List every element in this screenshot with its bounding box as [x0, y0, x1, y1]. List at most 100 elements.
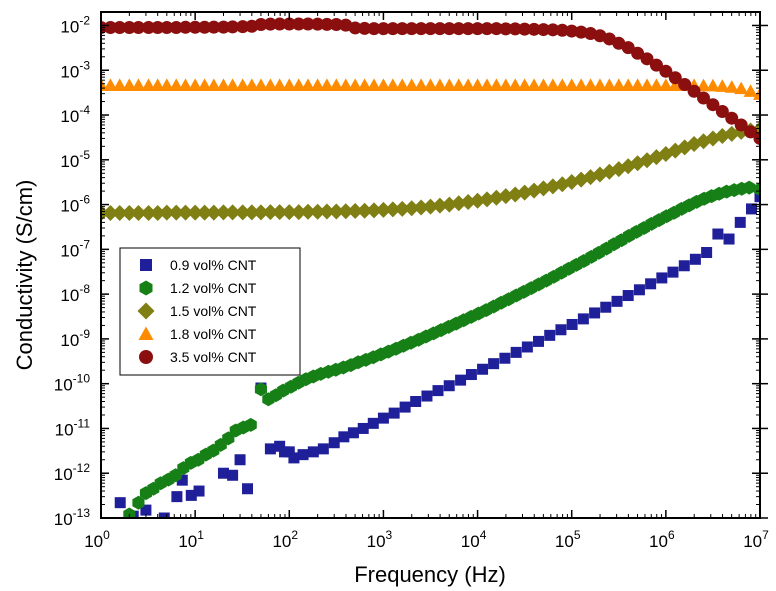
data-point — [290, 204, 307, 221]
data-point — [621, 78, 636, 91]
data-point — [122, 78, 137, 91]
legend-label: 0.9 vol% CNT — [170, 257, 257, 273]
data-point — [217, 467, 229, 479]
data-point — [301, 17, 315, 31]
data-point — [206, 78, 221, 91]
data-point — [235, 78, 250, 91]
data-point — [159, 78, 174, 91]
y-tick-label: 10-6 — [60, 193, 90, 216]
data-point — [103, 21, 117, 35]
data-point — [288, 452, 300, 464]
data-point — [131, 21, 145, 35]
data-point — [225, 78, 240, 91]
data-point — [745, 203, 757, 215]
data-point — [479, 78, 494, 91]
y-tick-exponent: -13 — [73, 506, 91, 520]
data-point — [253, 78, 268, 91]
data-point — [443, 380, 455, 392]
data-point — [545, 78, 560, 91]
data-point — [112, 78, 127, 91]
legend-label: 1.2 vol% CNT — [170, 280, 257, 296]
data-point — [151, 21, 165, 35]
y-tick-exponent: -4 — [79, 103, 90, 117]
data-point — [564, 78, 579, 91]
data-point — [252, 204, 269, 221]
y-tick-label: 10-8 — [60, 282, 90, 305]
data-point — [734, 81, 749, 95]
data-point — [450, 195, 467, 212]
data-point — [706, 98, 720, 112]
data-point — [263, 17, 277, 31]
y-tick-exponent: -2 — [79, 13, 90, 27]
data-point — [188, 78, 203, 91]
y-tick-base: 10 — [60, 62, 79, 81]
data-point — [329, 18, 343, 32]
data-point — [600, 301, 612, 313]
x-tick-base: 10 — [461, 532, 480, 551]
data-point — [376, 78, 391, 91]
data-point — [441, 196, 458, 213]
data-point — [723, 233, 735, 245]
data-point — [413, 199, 430, 216]
data-point — [299, 203, 316, 220]
data-point — [188, 20, 202, 34]
x-tick-label: 100 — [84, 528, 110, 551]
data-point — [224, 204, 241, 221]
data-point — [432, 385, 444, 397]
data-point — [177, 204, 194, 221]
data-point — [216, 20, 230, 34]
x-tick-label: 103 — [367, 528, 393, 551]
data-point — [499, 352, 511, 364]
data-point — [414, 22, 428, 36]
y-tick-base: 10 — [60, 331, 79, 350]
data-point — [130, 204, 147, 221]
data-point — [121, 204, 138, 221]
data-point — [375, 201, 392, 218]
data-point — [243, 204, 260, 221]
data-point — [236, 20, 250, 34]
data-point — [300, 78, 315, 91]
data-point — [668, 78, 683, 91]
data-point — [489, 78, 504, 91]
data-point — [480, 22, 494, 36]
data-point — [297, 449, 309, 461]
x-tick-label: 101 — [178, 528, 204, 551]
data-point — [583, 78, 598, 91]
data-point — [309, 203, 326, 220]
data-point — [477, 363, 489, 375]
y-axis-label: Conductivity (S/cm) — [12, 180, 37, 371]
data-point — [499, 22, 513, 36]
data-point — [432, 78, 447, 91]
data-point — [546, 23, 560, 37]
y-tick-label: 10-4 — [60, 103, 90, 126]
data-point — [592, 78, 607, 91]
y-tick-label: 10-12 — [54, 461, 91, 484]
data-point — [517, 78, 532, 91]
data-point — [577, 313, 589, 325]
data-point — [705, 78, 720, 92]
y-tick-label: 10-3 — [60, 58, 90, 81]
data-point — [696, 78, 711, 92]
data-point — [658, 78, 673, 91]
y-tick-base: 10 — [60, 286, 79, 305]
data-point — [410, 395, 422, 407]
data-point — [122, 21, 136, 35]
data-point — [356, 202, 373, 219]
x-tick-base: 10 — [743, 532, 762, 551]
y-tick-exponent: -9 — [79, 327, 90, 341]
x-tick-exponent: 6 — [668, 528, 675, 542]
y-tick-label: 10-13 — [54, 506, 91, 529]
data-point — [689, 253, 701, 265]
data-point — [687, 84, 701, 98]
data-point — [649, 58, 663, 72]
x-tick-exponent: 2 — [291, 528, 298, 542]
data-point — [566, 318, 578, 330]
data-point — [649, 78, 664, 91]
y-tick-base: 10 — [54, 376, 73, 395]
y-tick-label: 10-9 — [60, 327, 90, 350]
data-point — [405, 22, 419, 36]
data-point — [205, 204, 222, 221]
y-tick-exponent: -3 — [79, 58, 90, 72]
data-point — [442, 22, 456, 36]
data-point — [376, 22, 390, 36]
